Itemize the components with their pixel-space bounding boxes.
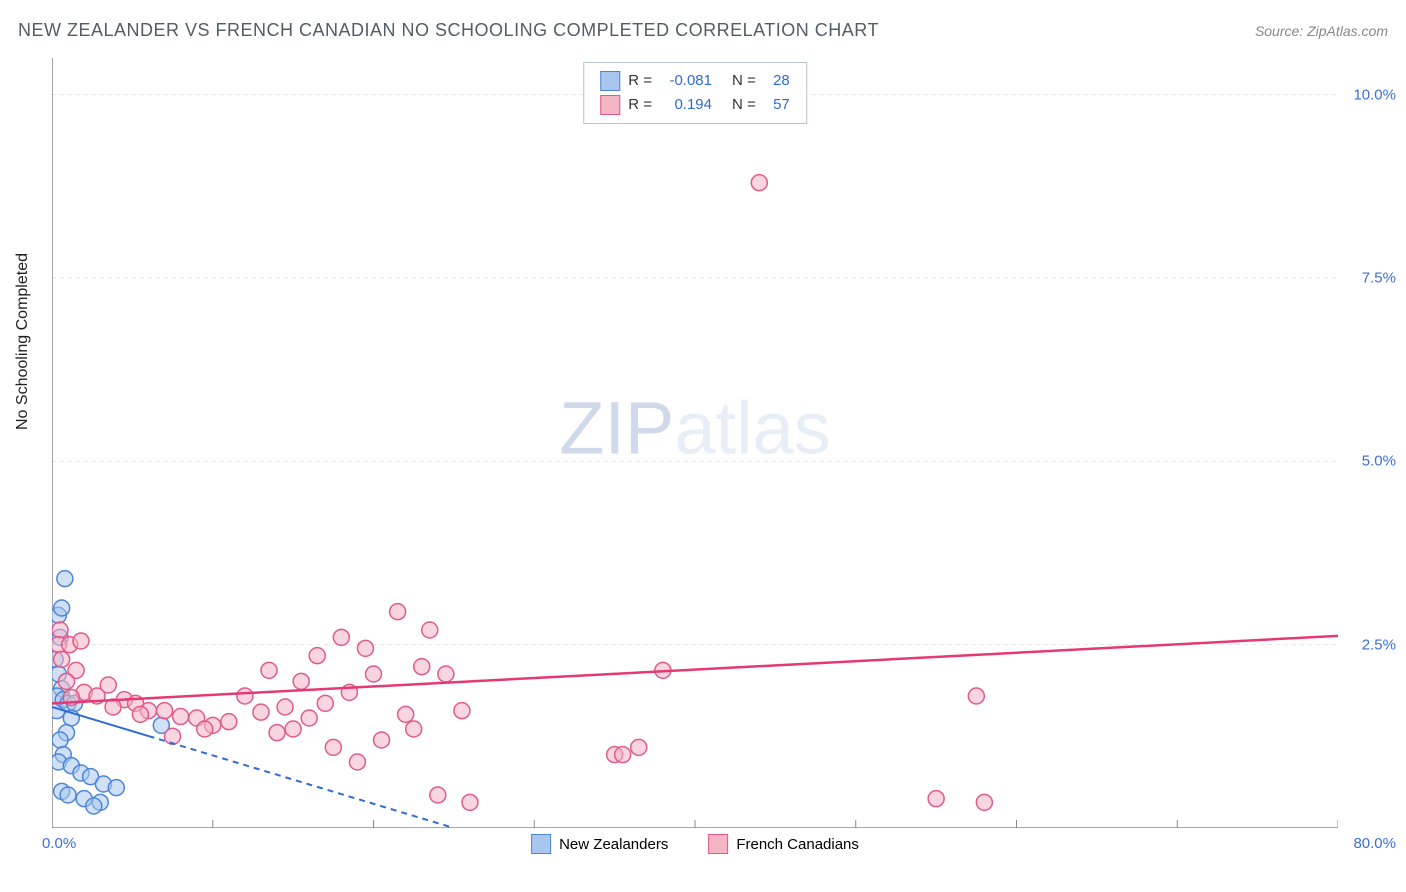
legend-swatch	[600, 71, 620, 91]
legend-row: R = 0.194 N = 57	[600, 93, 790, 117]
x-axis-max-label: 80.0%	[1353, 835, 1396, 852]
scatter-chart	[52, 58, 1338, 828]
series-legend-item: French Canadians	[708, 834, 859, 854]
legend-n-value: 28	[764, 69, 790, 93]
y-tick-label: 5.0%	[1362, 453, 1396, 470]
legend-r-value: -0.081	[660, 69, 712, 93]
legend-swatch	[531, 834, 551, 854]
legend-n-value: 57	[764, 93, 790, 117]
legend-n-label: N =	[732, 93, 756, 117]
x-axis-min-label: 0.0%	[42, 835, 76, 852]
source-attribution: Source: ZipAtlas.com	[1255, 23, 1388, 39]
series-legend: New Zealanders French Canadians	[531, 834, 859, 854]
chart-title: NEW ZEALANDER VS FRENCH CANADIAN NO SCHO…	[18, 20, 879, 41]
legend-swatch	[708, 834, 728, 854]
chart-container: ZIPatlas R = -0.081 N = 28 R = 0.194 N =…	[52, 58, 1338, 828]
series-legend-item: New Zealanders	[531, 834, 668, 854]
series-legend-label: New Zealanders	[559, 836, 668, 853]
legend-r-label: R =	[628, 69, 652, 93]
legend-n-label: N =	[732, 69, 756, 93]
y-tick-label: 2.5%	[1362, 636, 1396, 653]
y-axis-label: No Schooling Completed	[14, 253, 32, 430]
y-tick-label: 10.0%	[1353, 86, 1396, 103]
legend-r-value: 0.194	[660, 93, 712, 117]
legend-swatch	[600, 95, 620, 115]
legend-row: R = -0.081 N = 28	[600, 69, 790, 93]
correlation-legend: R = -0.081 N = 28 R = 0.194 N = 57	[583, 62, 807, 124]
legend-r-label: R =	[628, 93, 652, 117]
series-legend-label: French Canadians	[736, 836, 859, 853]
y-tick-label: 7.5%	[1362, 270, 1396, 287]
